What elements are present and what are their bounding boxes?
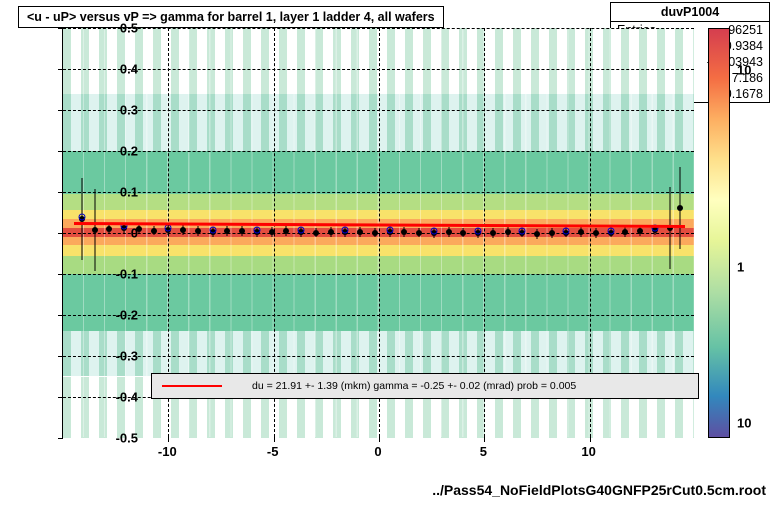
y-tick-label: 0.2 xyxy=(98,144,138,159)
x-tickmark xyxy=(274,437,275,442)
profile-point xyxy=(578,229,584,235)
stats-val: 96251 xyxy=(728,23,763,37)
y-tickmark xyxy=(58,397,63,398)
y-tickmark xyxy=(58,315,63,316)
x-tick-label: -10 xyxy=(158,444,177,459)
profile-point xyxy=(357,229,363,235)
y-tick-label: -0.4 xyxy=(98,390,138,405)
colorbar-tick: 10 xyxy=(737,63,751,78)
profile-point xyxy=(180,227,186,233)
profile-open-marker xyxy=(209,226,216,233)
plot-area: du = 21.91 +- 1.39 (mkm) gamma = -0.25 +… xyxy=(62,28,694,438)
profile-point xyxy=(92,227,98,233)
profile-point xyxy=(505,229,511,235)
y-tick-label: -0.2 xyxy=(98,308,138,323)
y-tickmark xyxy=(58,69,63,70)
footer-path: ../Pass54_NoFieldPlotsG40GNFP25rCut0.5cm… xyxy=(432,482,766,498)
colorbar: 10110 xyxy=(708,28,730,438)
profile-point xyxy=(490,230,496,236)
colorbar-tick: 1 xyxy=(737,259,744,274)
y-tick-label: 0.3 xyxy=(98,103,138,118)
y-tick-label: 0.1 xyxy=(98,185,138,200)
profile-open-marker xyxy=(607,227,614,234)
x-tickmark xyxy=(484,437,485,442)
profile-point xyxy=(637,228,643,234)
chart-title-text: <u - uP> versus vP => gamma for barrel 1… xyxy=(27,10,435,24)
profile-point xyxy=(195,228,201,234)
colorbar-tick: 10 xyxy=(737,415,751,430)
profile-point xyxy=(622,229,628,235)
profile-point xyxy=(328,229,334,235)
profile-point xyxy=(416,230,422,236)
profile-point xyxy=(534,231,540,237)
y-tickmark xyxy=(58,151,63,152)
profile-point xyxy=(283,228,289,234)
profile-open-marker xyxy=(430,228,437,235)
x-tick-label: 0 xyxy=(374,444,381,459)
profile-point xyxy=(401,229,407,235)
x-tick-label: 10 xyxy=(581,444,595,459)
y-tick-label: 0.5 xyxy=(98,21,138,36)
y-tickmark xyxy=(58,274,63,275)
y-tickmark xyxy=(58,110,63,111)
profile-open-marker xyxy=(386,227,393,234)
profile-point xyxy=(151,228,157,234)
y-tickmark xyxy=(58,28,63,29)
x-tickmark xyxy=(168,437,169,442)
y-tickmark xyxy=(58,438,63,439)
y-tickmark xyxy=(58,233,63,234)
profile-open-marker xyxy=(78,213,85,220)
profile-point xyxy=(460,230,466,236)
fit-legend-swatch xyxy=(162,385,222,387)
profile-point xyxy=(224,228,230,234)
profile-open-marker xyxy=(563,227,570,234)
y-tick-label: 0 xyxy=(98,226,138,241)
profile-open-marker xyxy=(519,227,526,234)
profile-open-marker xyxy=(298,226,305,233)
y-tick-label: -0.5 xyxy=(98,431,138,446)
y-tick-label: -0.3 xyxy=(98,349,138,364)
x-tickmark xyxy=(379,437,380,442)
profile-point xyxy=(593,230,599,236)
chart-title: <u - uP> versus vP => gamma for barrel 1… xyxy=(18,6,444,28)
y-tick-label: -0.1 xyxy=(98,267,138,282)
stats-val: 0.9384 xyxy=(725,39,763,53)
profile-point xyxy=(549,230,555,236)
profile-point xyxy=(677,205,683,211)
y-tick-label: 0.4 xyxy=(98,62,138,77)
profile-open-marker xyxy=(342,226,349,233)
profile-open-marker xyxy=(475,228,482,235)
y-tickmark xyxy=(58,192,63,193)
stats-name: duvP1004 xyxy=(611,3,769,22)
x-tick-label: 5 xyxy=(480,444,487,459)
profile-point xyxy=(313,230,319,236)
profile-point xyxy=(269,229,275,235)
profile-point xyxy=(239,228,245,234)
profile-open-marker xyxy=(253,226,260,233)
y-tickmark xyxy=(58,356,63,357)
profile-point xyxy=(372,230,378,236)
x-tickmark xyxy=(590,437,591,442)
stats-val: 0.1678 xyxy=(725,87,763,101)
x-tick-label: -5 xyxy=(267,444,279,459)
profile-point xyxy=(446,229,452,235)
fit-legend-box: du = 21.91 +- 1.39 (mkm) gamma = -0.25 +… xyxy=(151,373,699,399)
fit-legend-text: du = 21.91 +- 1.39 (mkm) gamma = -0.25 +… xyxy=(252,380,576,392)
